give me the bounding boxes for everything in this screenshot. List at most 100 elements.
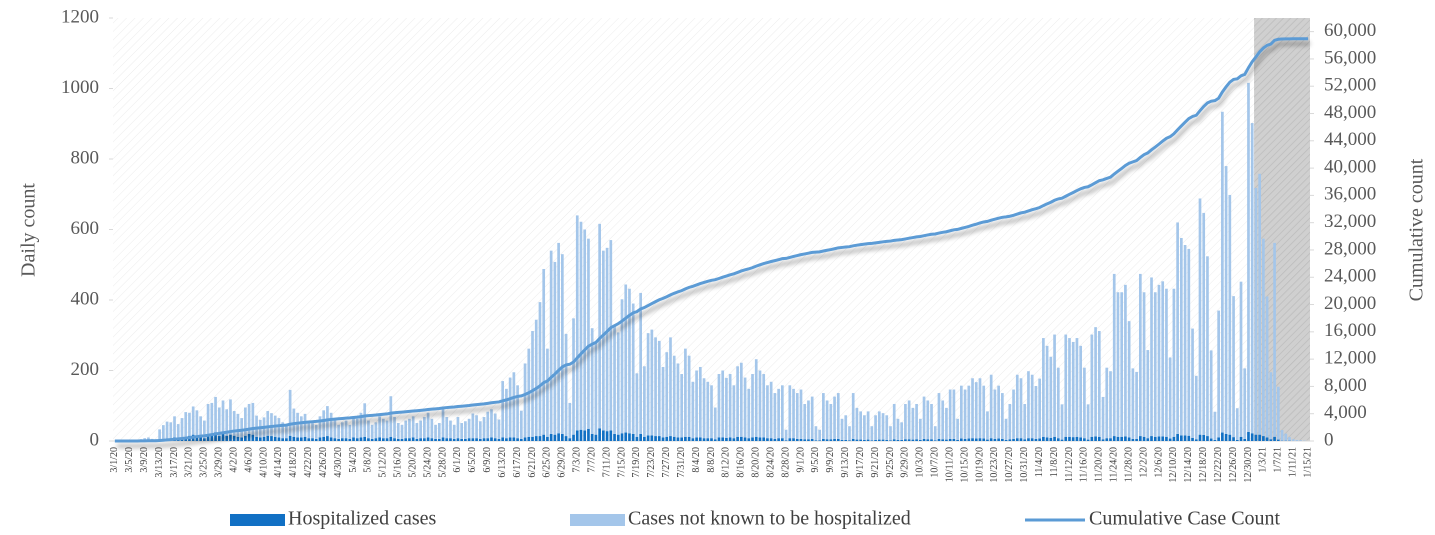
- bar: [277, 437, 281, 441]
- bar: [956, 418, 959, 440]
- bar: [217, 435, 221, 441]
- bar: [568, 438, 572, 441]
- bar: [531, 331, 534, 437]
- bar: [549, 433, 553, 441]
- bar: [590, 433, 594, 441]
- bar: [1086, 404, 1090, 440]
- bar: [784, 429, 788, 441]
- bar: [404, 420, 408, 439]
- bar: [657, 340, 661, 437]
- bar: [967, 385, 971, 439]
- bar: [1250, 123, 1254, 434]
- bar: [329, 437, 333, 441]
- bar: [437, 438, 441, 441]
- bar: [974, 438, 978, 441]
- bar: [743, 437, 747, 441]
- x-tick-label: 6/9/20: [482, 447, 493, 473]
- bar: [795, 438, 799, 441]
- bar: [378, 437, 381, 441]
- bar: [471, 413, 475, 439]
- bar: [311, 422, 314, 439]
- bar: [236, 436, 240, 441]
- bar: [978, 438, 982, 441]
- bar: [1176, 222, 1179, 434]
- bar: [493, 413, 497, 439]
- bar: [881, 439, 885, 441]
- bar: [848, 440, 851, 441]
- bar: [1101, 396, 1105, 440]
- bar: [881, 413, 885, 440]
- bar: [605, 247, 609, 432]
- bar: [456, 417, 460, 439]
- bar: [296, 437, 299, 441]
- bar: [866, 439, 870, 441]
- bar: [773, 393, 777, 439]
- bar: [631, 433, 635, 441]
- bar: [1194, 439, 1198, 441]
- bar: [1198, 198, 1202, 435]
- bar: [452, 438, 456, 441]
- bar: [918, 418, 922, 440]
- y-axis-title: Daily count: [18, 183, 40, 277]
- bar: [229, 434, 232, 441]
- bar: [285, 424, 288, 439]
- bar: [825, 400, 829, 440]
- y2-tick-label: 56,000: [1324, 47, 1376, 68]
- bar: [1127, 321, 1131, 438]
- bar: [419, 420, 422, 439]
- bar: [695, 370, 698, 438]
- bar: [1109, 438, 1112, 441]
- bar: [1198, 434, 1202, 441]
- bar: [1120, 436, 1124, 441]
- bar: [602, 250, 605, 431]
- bar: [646, 333, 650, 436]
- x-tick-label: 6/1/20: [452, 447, 463, 473]
- x-tick-label: 1/15/21: [1302, 447, 1313, 478]
- x-tick-label: 1/3/21: [1258, 447, 1269, 473]
- bar: [747, 388, 751, 439]
- bar: [896, 418, 900, 440]
- bar: [1112, 273, 1116, 437]
- bar: [926, 439, 930, 441]
- x-tick-label: 12/2/20: [1138, 447, 1149, 478]
- bar: [1042, 436, 1045, 441]
- bar: [490, 437, 493, 441]
- bar: [553, 434, 557, 441]
- bar: [575, 215, 579, 431]
- bar: [393, 417, 396, 439]
- bar: [859, 411, 863, 440]
- bar: [1120, 292, 1124, 437]
- bar: [702, 438, 706, 441]
- bar: [1012, 389, 1015, 439]
- bar: [885, 439, 889, 441]
- bar: [948, 438, 952, 441]
- bar: [1124, 436, 1127, 441]
- bar: [728, 437, 732, 441]
- bar: [1235, 408, 1239, 440]
- bar: [229, 399, 232, 435]
- bar: [706, 381, 710, 439]
- y-tick-label: 200: [71, 359, 100, 380]
- bar: [784, 440, 788, 441]
- bar: [1071, 437, 1075, 441]
- bar: [288, 389, 292, 436]
- bar: [572, 434, 575, 441]
- bar: [844, 415, 848, 440]
- bar: [1232, 296, 1235, 438]
- bar: [810, 396, 814, 439]
- bar: [1019, 378, 1023, 439]
- bar: [1269, 439, 1273, 441]
- bar: [165, 421, 169, 440]
- bar: [1265, 437, 1269, 441]
- bar: [255, 415, 258, 437]
- bar: [426, 412, 430, 438]
- bar: [833, 438, 836, 441]
- bar: [933, 440, 937, 441]
- bar: [594, 434, 598, 441]
- bar: [1157, 284, 1161, 437]
- bar: [773, 438, 777, 441]
- bar: [564, 333, 568, 437]
- bar: [557, 242, 560, 434]
- bar: [367, 438, 370, 441]
- bar: [340, 422, 344, 439]
